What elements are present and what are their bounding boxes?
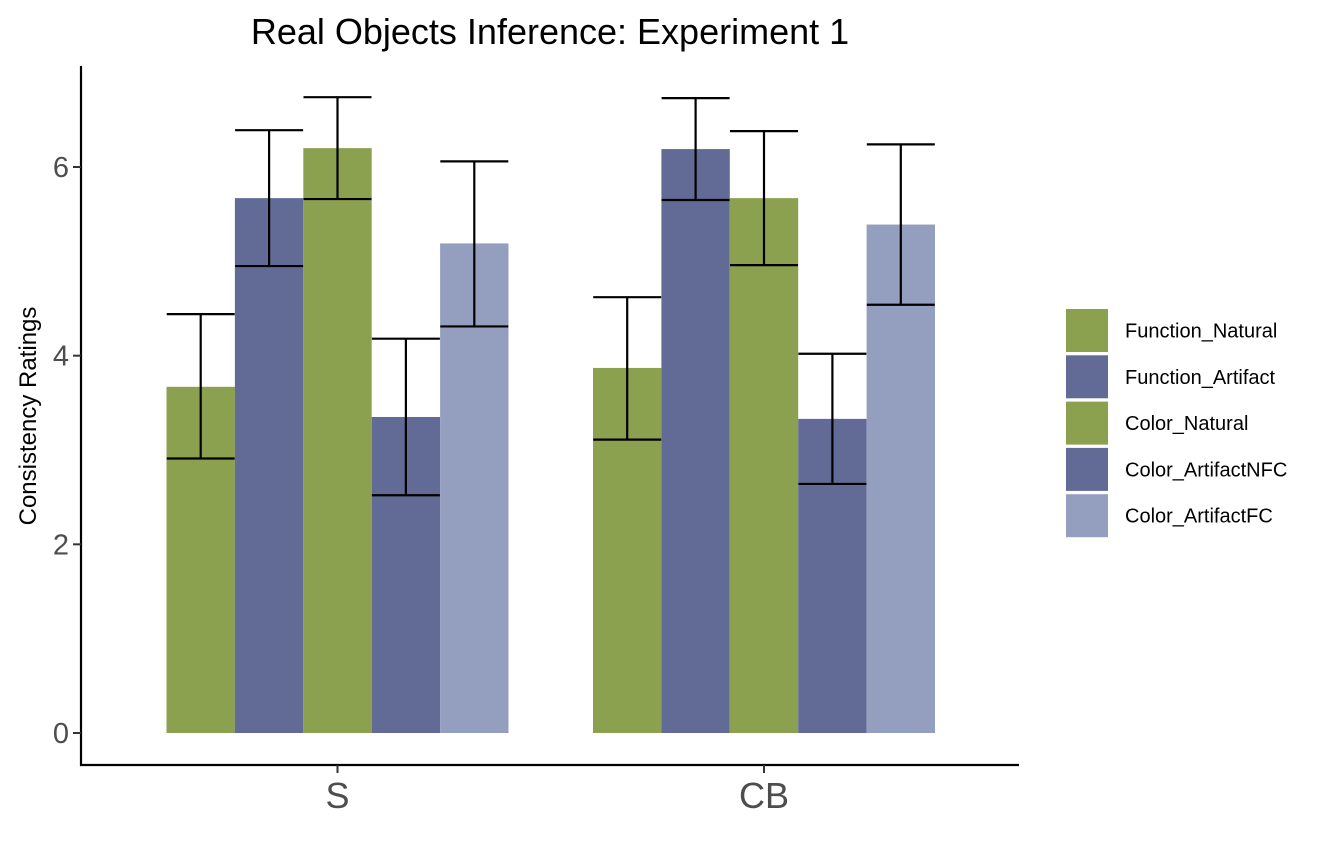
error-bar-cb-color-natural xyxy=(730,130,798,267)
legend-key-color-natural xyxy=(1066,401,1108,445)
bar-cb-color-artifactfc xyxy=(866,224,935,734)
legend-label-color-natural: Color_Natural xyxy=(1125,413,1248,435)
legend-item-color-natural: Color_Natural xyxy=(1066,401,1248,445)
y-tick-label-4: 4 xyxy=(53,341,69,373)
legend-label-function-artifact: Function_Artifact xyxy=(1125,367,1276,389)
legend-key-function-artifact xyxy=(1066,355,1108,399)
bar-cb-function-artifact xyxy=(661,149,730,733)
error-bar-s-color-artifactfc xyxy=(440,160,509,328)
legend-item-color-artifactfc: Color_ArtifactFC xyxy=(1066,494,1273,538)
y-axis-label: Consistency Ratings xyxy=(15,307,42,526)
legend-item-function-natural: Function_Natural xyxy=(1066,309,1277,352)
error-bar-s-color-artifactnfc xyxy=(371,337,440,497)
error-bar-s-color-natural xyxy=(303,96,372,201)
bar-s-color-natural xyxy=(303,148,372,733)
error-bar-cb-function-artifact xyxy=(661,97,730,202)
error-bars-layer xyxy=(166,96,935,497)
legend-item-color-artifactnfc: Color_ArtifactNFC xyxy=(1066,447,1287,491)
legend-label-color-artifactfc: Color_ArtifactFC xyxy=(1125,506,1273,528)
bars-layer xyxy=(166,148,935,734)
bar-cb-color-natural xyxy=(729,198,799,733)
y-tick-label-6: 6 xyxy=(53,152,69,184)
chart-title: Real Objects Inference: Experiment 1 xyxy=(251,11,849,52)
legend-key-function-natural xyxy=(1066,309,1108,352)
legend-label-function-natural: Function_Natural xyxy=(1125,321,1277,343)
legend-label-color-artifactnfc: Color_ArtifactNFC xyxy=(1125,459,1287,481)
error-bar-s-function-artifact xyxy=(235,129,304,268)
x-tick-label-s: S xyxy=(325,775,349,816)
error-bar-cb-color-artifactnfc xyxy=(798,352,867,486)
legend-key-color-artifactnfc xyxy=(1066,447,1108,491)
y-tick-label-2: 2 xyxy=(53,529,69,561)
y-axis: 0 2 4 6 xyxy=(53,66,83,766)
legend: Function_Natural Function_Artifact Color_N… xyxy=(1066,309,1287,538)
x-axis: S CB xyxy=(80,763,1019,816)
legend-item-function-artifact: Function_Artifact xyxy=(1066,355,1276,399)
error-bar-cb-function-natural xyxy=(593,296,662,441)
x-tick-label-cb: CB xyxy=(739,775,789,816)
error-bar-s-function-natural xyxy=(166,313,235,460)
legend-key-color-artifactfc xyxy=(1066,494,1108,538)
bar-s-function-artifact xyxy=(234,198,304,733)
y-tick-label-0: 0 xyxy=(53,718,69,750)
error-bar-cb-color-artifactfc xyxy=(866,143,935,306)
